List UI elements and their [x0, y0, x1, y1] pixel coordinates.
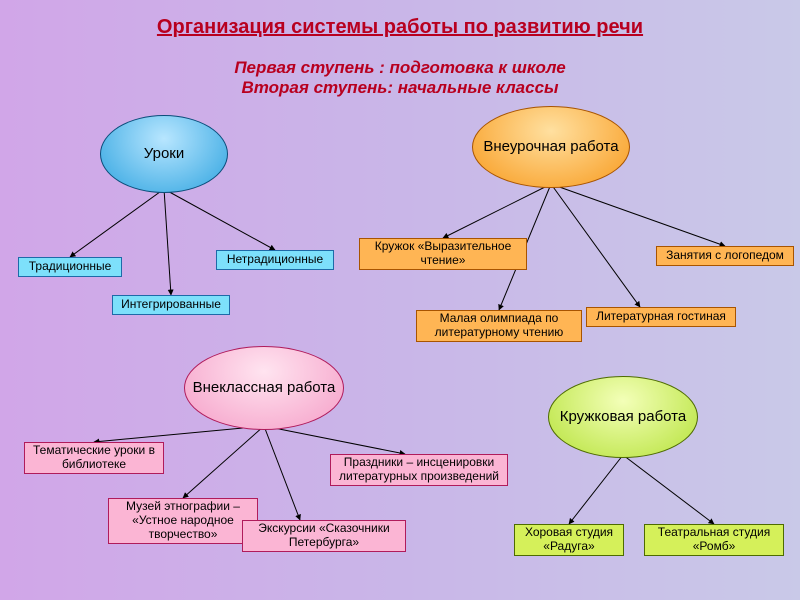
leaf-logoped: Занятия с логопедом [656, 246, 794, 266]
leaf-museum: Музей этнографии – «Устное народное твор… [108, 498, 258, 544]
leaf-excursion: Экскурсии «Сказочники Петербурга» [242, 520, 406, 552]
leaf-lit: Литературная гостиная [586, 307, 736, 327]
leaf-integrated: Интегрированные [112, 295, 230, 315]
leaf-theatre: Театральная студия «Ромб» [644, 524, 784, 556]
leaf-kruzhok: Кружок «Выразительное чтение» [359, 238, 527, 270]
subtitle-line-2: Вторая ступень: начальные классы [0, 78, 800, 98]
leaf-holidays: Праздники – инсценировки литературных пр… [330, 454, 508, 486]
page-title: Организация системы работы по развитию р… [0, 16, 800, 39]
hub-club: Кружковая работа [548, 376, 698, 458]
leaf-nontrad: Нетрадиционные [216, 250, 334, 270]
leaf-olymp: Малая олимпиада по литературному чтению [416, 310, 582, 342]
leaf-choir: Хоровая студия «Радуга» [514, 524, 624, 556]
hub-vnk: Внеклассная работа [184, 346, 344, 430]
subtitle-line-1: Первая ступень : подготовка к школе [0, 58, 800, 78]
hub-lessons: Уроки [100, 115, 228, 193]
leaf-tema: Тематические уроки в библиотеке [24, 442, 164, 474]
hub-extra: Внеурочная работа [472, 106, 630, 188]
diagram-canvas: Организация системы работы по развитию р… [0, 0, 800, 600]
leaf-traditional: Традиционные [18, 257, 122, 277]
